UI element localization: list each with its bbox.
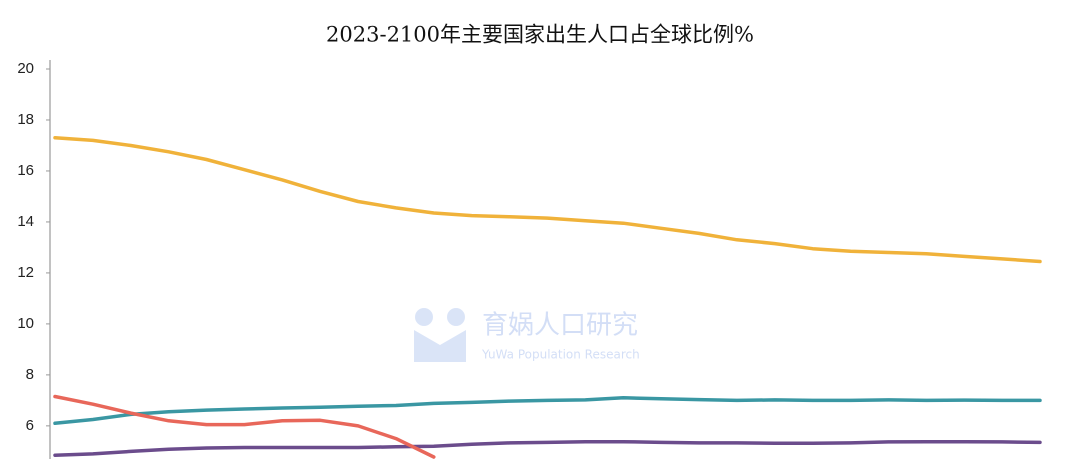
y-tick-label: 8 bbox=[26, 366, 34, 383]
series-line bbox=[53, 396, 1042, 426]
watermark-title: 育娲人口研究 bbox=[482, 311, 638, 341]
y-tick-label: 16 bbox=[17, 162, 34, 179]
series-line bbox=[53, 136, 1042, 264]
y-tick-label: 20 bbox=[17, 60, 34, 77]
y-tick-label: 10 bbox=[17, 315, 34, 332]
chart-title: 2023-2100年主要国家出生人口占全球比例% bbox=[326, 23, 754, 47]
series-line bbox=[53, 394, 436, 459]
y-tick-label: 12 bbox=[17, 264, 34, 281]
y-tick-label: 18 bbox=[17, 111, 34, 128]
watermark-logo bbox=[414, 308, 466, 362]
y-tick-label: 14 bbox=[17, 213, 34, 230]
y-tick-label: 6 bbox=[26, 417, 34, 434]
series-line bbox=[53, 439, 1042, 457]
watermark-subtitle: YuWa Population Research bbox=[481, 348, 640, 362]
